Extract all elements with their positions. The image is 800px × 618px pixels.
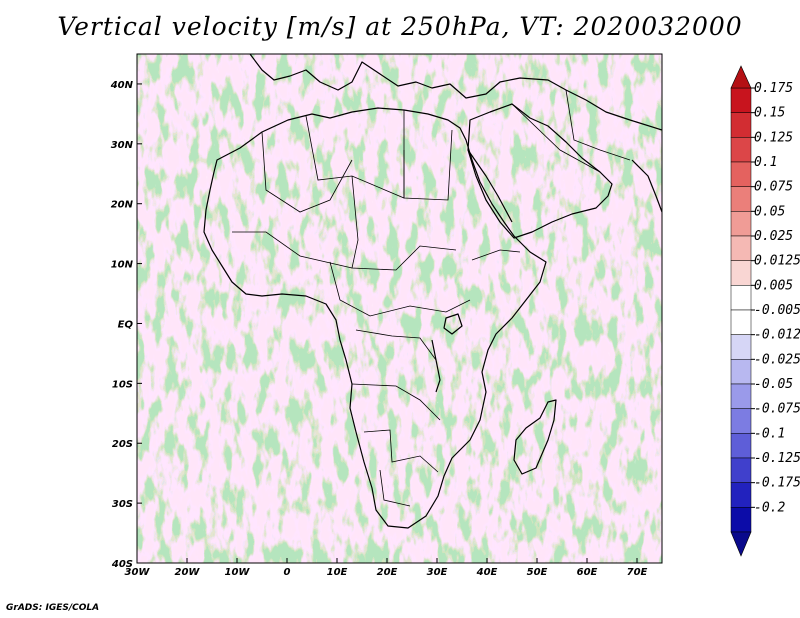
x-tick-label: 70E bbox=[627, 567, 648, 578]
colorbar-top-triangle bbox=[730, 65, 752, 89]
x-tick-label: 30E bbox=[427, 567, 448, 578]
colorbar-swatch bbox=[730, 507, 752, 533]
x-tick-label: 30W bbox=[125, 567, 151, 578]
colorbar-label: 0.075 bbox=[754, 180, 793, 195]
y-tick-label: 40S bbox=[111, 559, 133, 570]
x-tick-label: 0 bbox=[284, 567, 291, 578]
colorbar-label: 0.05 bbox=[754, 204, 785, 219]
colorbar-swatch bbox=[730, 433, 752, 459]
colorbar-label: 0.1 bbox=[754, 155, 777, 170]
y-tick-label: 10S bbox=[112, 379, 133, 390]
colorbar-label: 0.175 bbox=[754, 81, 793, 96]
colorbar-swatch bbox=[730, 211, 752, 237]
colorbar-label: -0.0125 bbox=[754, 328, 800, 343]
red-sea bbox=[467, 149, 513, 223]
y-axis: 40N 30N 20N 10N EQ 10S 20S 30S 40S bbox=[110, 80, 142, 570]
colorbar-swatch bbox=[730, 137, 752, 163]
colorbar-swatch bbox=[730, 235, 752, 261]
x-tick-label: 10W bbox=[225, 567, 251, 578]
chart-title: Vertical velocity [m/s] at 250hPa, VT: 2… bbox=[57, 12, 743, 41]
x-tick-label: 10E bbox=[327, 567, 348, 578]
map-frame bbox=[136, 53, 663, 564]
india-coastline bbox=[631, 159, 662, 213]
colorbar-swatch bbox=[730, 112, 752, 138]
colorbar-label: -0.025 bbox=[754, 352, 800, 367]
colorbar-swatch bbox=[730, 309, 752, 335]
colorbar-swatch bbox=[730, 457, 752, 483]
colorbar-label: -0.2 bbox=[754, 500, 785, 515]
y-tick-label: 30S bbox=[112, 499, 133, 510]
colorbar: 0.175 0.15 0.125 0.1 0.075 0.05 0.025 0.0125 0.0… bbox=[730, 65, 800, 557]
country-borders bbox=[232, 89, 631, 507]
colorbar-label: -0.05 bbox=[754, 377, 793, 392]
colorbar-swatch bbox=[730, 482, 752, 508]
colorbar-label: -0.175 bbox=[754, 476, 800, 491]
europe-coastline bbox=[249, 54, 662, 131]
lake-victoria bbox=[443, 313, 463, 335]
x-tick-label: 20E bbox=[377, 567, 398, 578]
y-tick-label: 20S bbox=[112, 439, 133, 450]
colorbar-swatch bbox=[730, 87, 752, 113]
colorbar-swatch bbox=[730, 408, 752, 434]
colorbar-label: 0.125 bbox=[754, 130, 793, 145]
madagascar-coastline bbox=[513, 399, 557, 475]
y-tick-label: 40N bbox=[110, 80, 134, 91]
x-tick-label: 50E bbox=[527, 567, 548, 578]
x-axis: 30W 20W 10W 0 10E 20E 30E 40E 50E 60E 70E bbox=[125, 558, 648, 578]
arabia-coastline bbox=[467, 103, 613, 239]
x-tick-label: 60E bbox=[577, 567, 598, 578]
colorbar-label: -0.075 bbox=[754, 402, 800, 417]
colorbar-swatch bbox=[730, 359, 752, 385]
colorbar-label: 0.005 bbox=[754, 278, 793, 293]
x-tick-label: 40E bbox=[476, 567, 498, 578]
colorbar-swatch bbox=[730, 161, 752, 187]
footer-credit: GrADS: IGES/COLA bbox=[6, 603, 100, 613]
colorbar-label: 0.0125 bbox=[754, 254, 800, 269]
colorbar-label: -0.005 bbox=[754, 303, 800, 318]
colorbar-swatch bbox=[730, 260, 752, 286]
y-tick-label: 30N bbox=[111, 140, 134, 151]
coastlines bbox=[203, 54, 662, 529]
y-tick-label: 10N bbox=[111, 260, 134, 271]
colorbar-label: -0.125 bbox=[754, 451, 800, 466]
y-tick-label: 20N bbox=[111, 200, 134, 211]
colorbar-label: 0.025 bbox=[754, 229, 793, 244]
lake-tanganyika bbox=[431, 339, 441, 393]
colorbar-swatch bbox=[730, 334, 752, 360]
colorbar-label: -0.1 bbox=[754, 426, 785, 441]
colorbar-bottom-triangle bbox=[730, 531, 752, 557]
colorbar-swatch bbox=[730, 186, 752, 212]
y-tick-label: EQ bbox=[118, 319, 134, 330]
x-tick-label: 20W bbox=[175, 567, 201, 578]
colorbar-label: 0.15 bbox=[754, 106, 785, 121]
africa-coastline bbox=[203, 107, 547, 529]
colorbar-swatch bbox=[730, 383, 752, 409]
colorbar-swatch bbox=[730, 285, 752, 311]
